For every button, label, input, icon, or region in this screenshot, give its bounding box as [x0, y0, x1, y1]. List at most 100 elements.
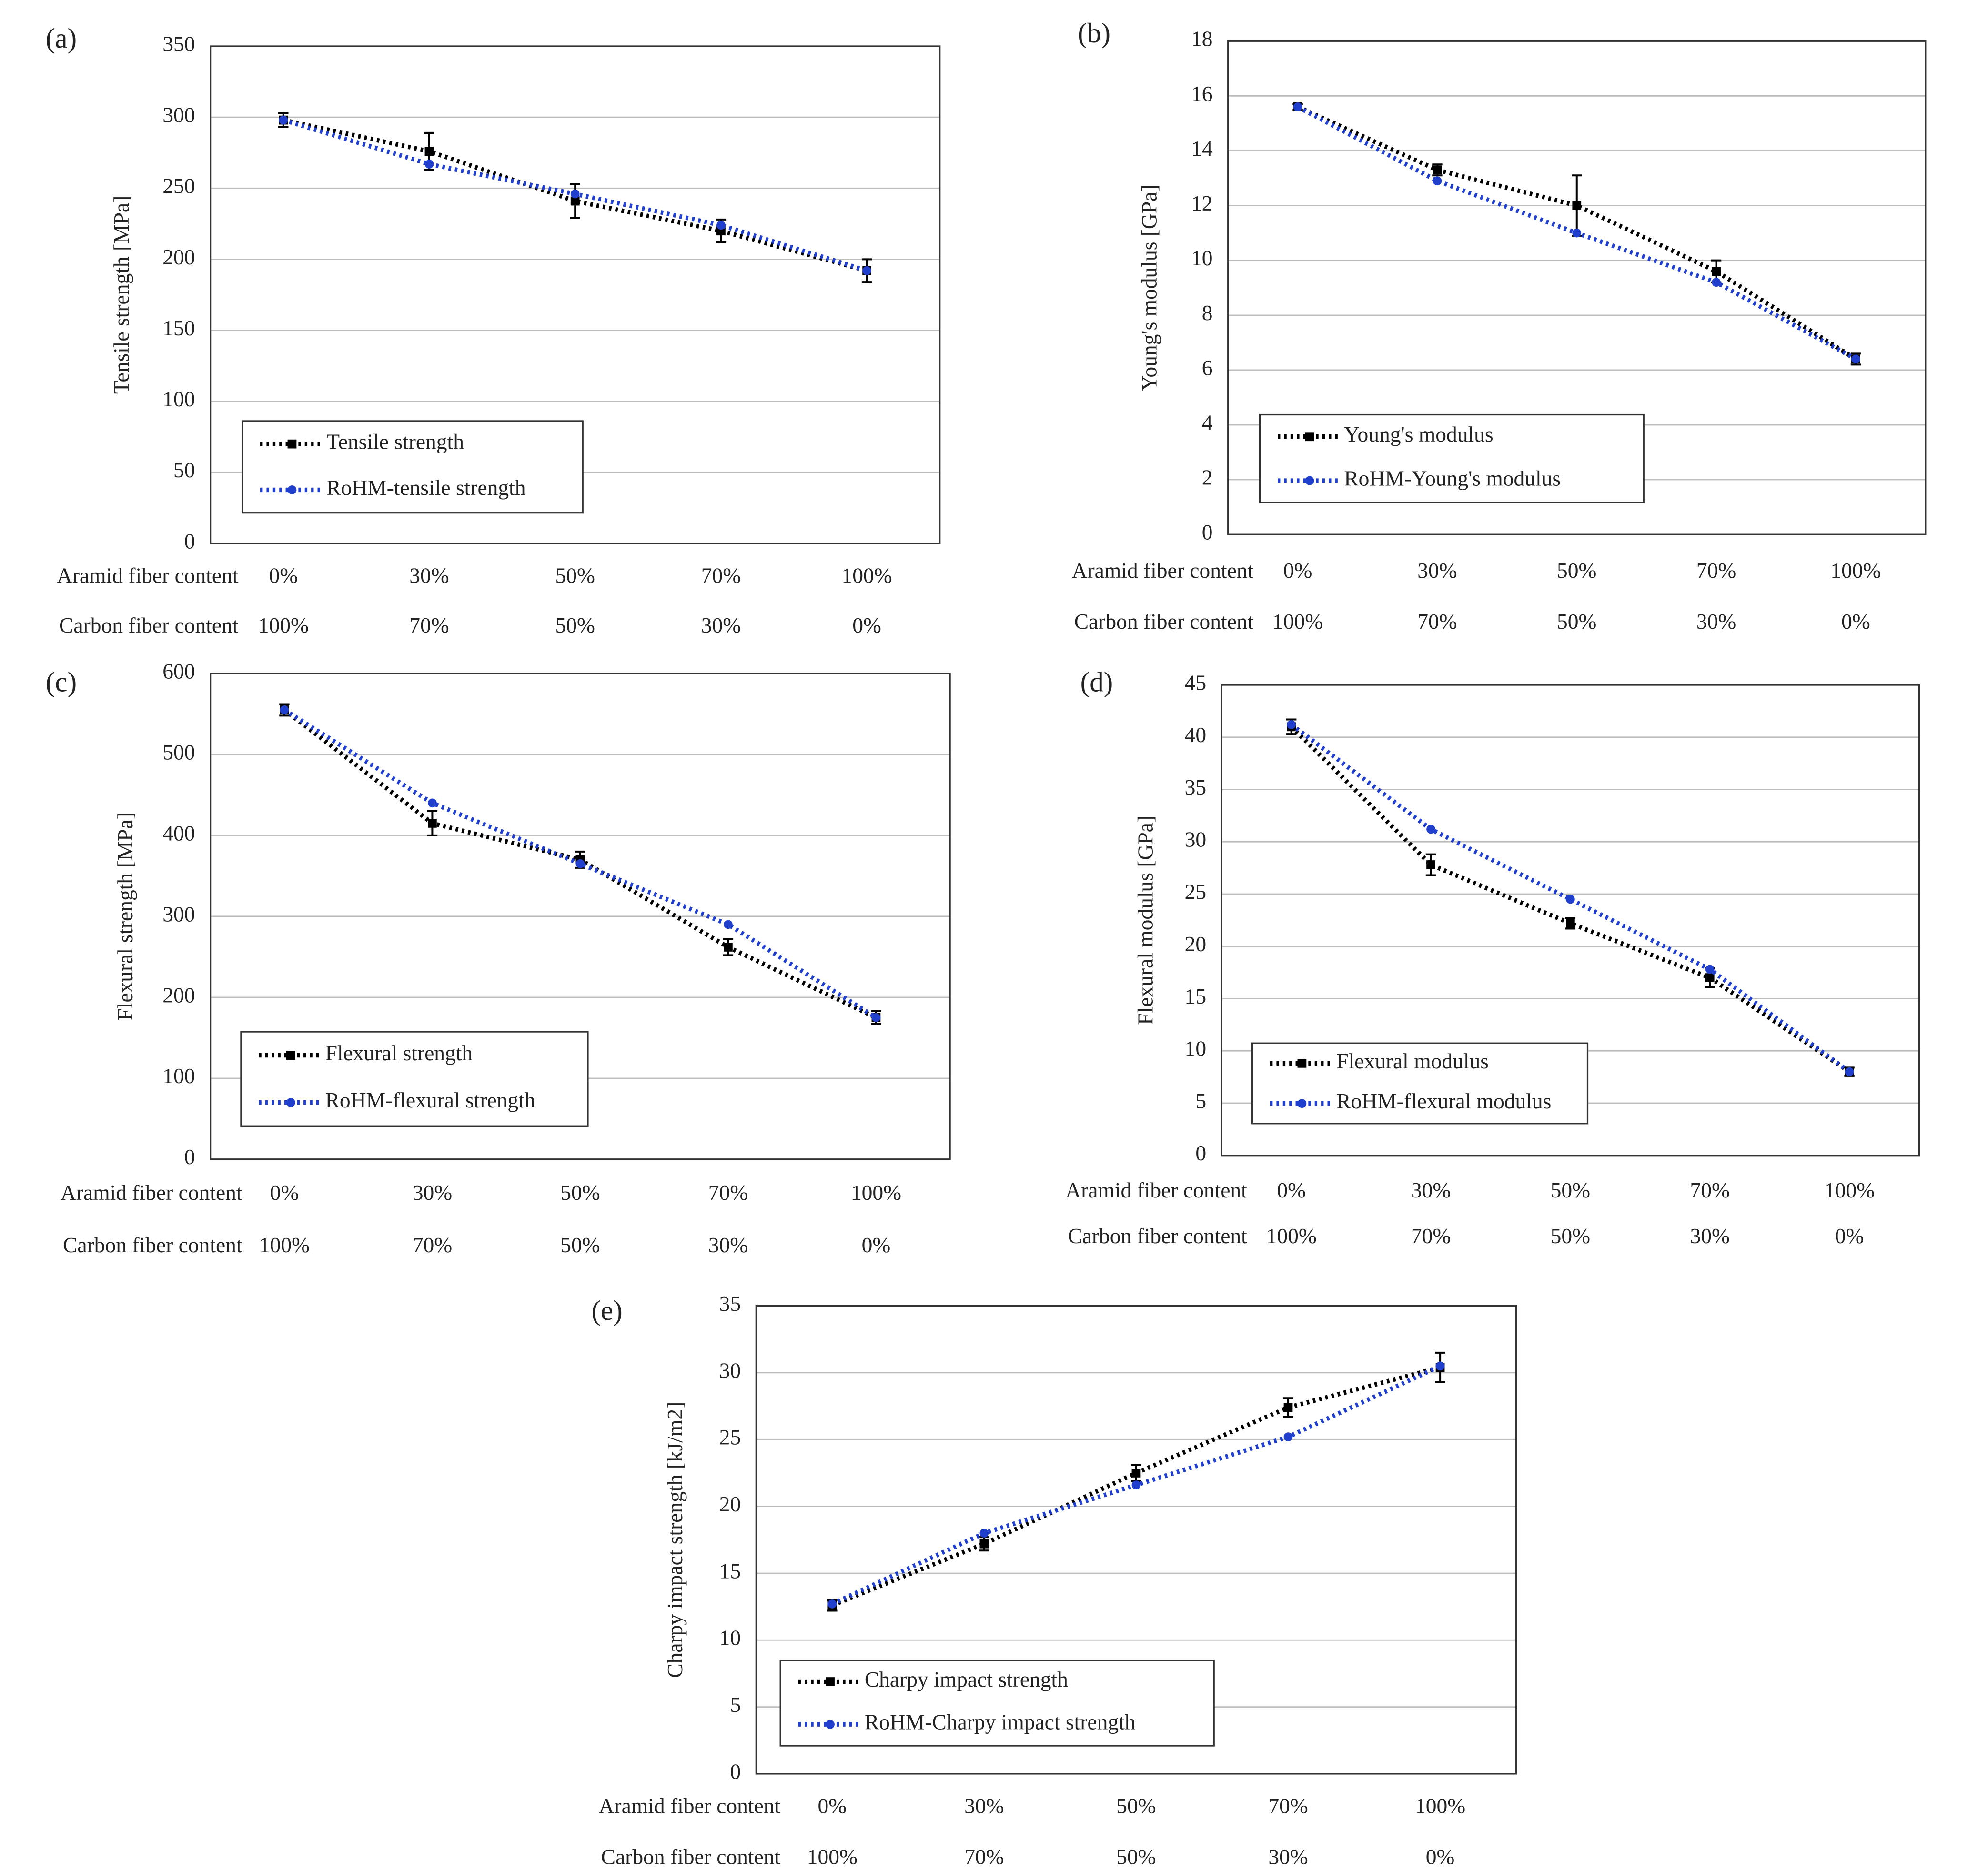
data-point: [871, 1013, 881, 1022]
data-point: [1712, 267, 1721, 276]
y-tick-label: 250: [162, 174, 195, 198]
data-point: [575, 859, 585, 868]
x-tick-label: 100%: [1830, 558, 1881, 583]
legend-marker: [287, 485, 297, 494]
data-point: [1712, 278, 1721, 287]
legend-label: RoHM-tensile strength: [326, 475, 526, 500]
x-tick-label-secondary: 100%: [1272, 609, 1323, 634]
data-point: [1705, 973, 1715, 982]
x-tick-label-secondary: 100%: [259, 1233, 310, 1257]
y-tick-label: 14: [1191, 136, 1213, 161]
y-tick-label: 0: [184, 1145, 195, 1169]
legend-box: [241, 420, 584, 514]
data-point: [1572, 201, 1582, 210]
y-tick-label: 15: [1185, 984, 1207, 1008]
data-point: [279, 115, 288, 125]
data-point: [1283, 1432, 1293, 1442]
x-tick-label-secondary: 70%: [1417, 609, 1457, 634]
data-point: [424, 160, 434, 169]
x-tick-label-secondary: 70%: [409, 613, 449, 637]
x-tick-label: 30%: [964, 1794, 1004, 1818]
y-tick-label: 100: [162, 1064, 195, 1088]
legend-label: RoHM-Charpy impact strength: [865, 1710, 1136, 1734]
legend-label: Charpy impact strength: [865, 1667, 1068, 1691]
legend-label: Flexural modulus: [1336, 1049, 1489, 1073]
data-point: [1566, 919, 1575, 928]
x-tick-label: 70%: [1696, 558, 1736, 583]
data-point: [1572, 228, 1582, 238]
y-tick-label: 2: [1202, 465, 1213, 490]
x-tick-label: 0%: [1283, 558, 1312, 583]
x-tick-label-secondary: 50%: [1116, 1845, 1156, 1869]
y-tick-label: 20: [1185, 932, 1207, 956]
series-line: [283, 708, 878, 1020]
data-point: [1131, 1469, 1141, 1478]
panel-label: (b): [1078, 18, 1110, 49]
data-point: [428, 798, 437, 808]
plot-frame: [210, 673, 951, 1160]
data-point: [1283, 1403, 1293, 1412]
x-tick-label: 50%: [1557, 558, 1596, 583]
y-tick-label: 300: [162, 103, 195, 127]
data-point: [1131, 1480, 1141, 1490]
y-tick-label: 400: [162, 821, 195, 845]
y-tick-label: 8: [1202, 301, 1213, 325]
legend-marker: [287, 439, 297, 449]
chart-panel: (e) 0 5 10 15 20 25 30 35 Charpy impact strength …: [591, 1291, 1517, 1869]
panel-label: (a): [46, 23, 77, 54]
x-tick-label-secondary: 0%: [862, 1233, 891, 1257]
data-point: [724, 943, 733, 952]
data-point: [1426, 860, 1435, 869]
category-row-title: Carbon fiber content: [63, 1233, 242, 1257]
category-row-title: Aramid fiber content: [1072, 558, 1254, 583]
y-tick-label: 35: [1185, 775, 1207, 799]
data-point: [724, 920, 733, 929]
x-tick-label-secondary: 50%: [1551, 1224, 1590, 1248]
x-tick-label: 100%: [1824, 1178, 1875, 1202]
y-tick-label: 40: [1185, 723, 1207, 747]
plot-frame: [1221, 684, 1920, 1157]
x-tick-label-secondary: 50%: [1557, 609, 1596, 634]
x-tick-label-secondary: 100%: [807, 1845, 858, 1869]
data-point: [1435, 1361, 1445, 1371]
data-point: [1433, 176, 1442, 186]
data-point: [716, 221, 726, 230]
x-tick-label: 50%: [1116, 1794, 1156, 1818]
category-row-title: Carbon fiber content: [59, 613, 239, 637]
legend-marker: [1305, 432, 1314, 442]
legend-box: [1259, 413, 1645, 503]
y-tick-label: 25: [1185, 879, 1207, 904]
legend-marker: [1297, 1058, 1307, 1068]
x-tick-label-secondary: 0%: [852, 613, 881, 637]
y-tick-label: 30: [1185, 827, 1207, 852]
x-tick-label: 70%: [1690, 1178, 1730, 1202]
data-point: [979, 1539, 989, 1549]
y-axis-label: Flexural strength [MPa]: [113, 812, 137, 1020]
x-tick-label: 70%: [1268, 1794, 1308, 1818]
x-tick-label: 0%: [270, 1180, 299, 1205]
y-tick-label: 25: [719, 1425, 741, 1449]
y-tick-label: 0: [1195, 1141, 1206, 1165]
legend-marker: [1297, 1099, 1307, 1108]
legend-label: RoHM-Young's modulus: [1344, 466, 1561, 491]
y-tick-label: 200: [162, 983, 195, 1007]
legend-label: Young's modulus: [1344, 422, 1493, 446]
y-tick-label: 4: [1202, 410, 1213, 434]
data-point: [1845, 1067, 1854, 1076]
legend-marker: [1305, 476, 1314, 485]
data-point: [827, 1599, 837, 1609]
y-tick-label: 15: [719, 1559, 741, 1583]
x-tick-label-secondary: 100%: [258, 613, 309, 637]
y-tick-label: 18: [1191, 27, 1213, 51]
y-tick-label: 5: [1195, 1088, 1206, 1113]
y-tick-label: 150: [162, 316, 195, 340]
legend-box: [779, 1660, 1215, 1747]
category-row-title: Aramid fiber content: [599, 1794, 781, 1818]
y-tick-label: 30: [719, 1358, 741, 1382]
x-tick-label: 100%: [842, 563, 892, 588]
data-point: [570, 196, 580, 206]
category-row-title: Carbon fiber content: [1068, 1224, 1247, 1248]
y-tick-label: 0: [184, 529, 195, 553]
chart-panel: (b) 0 2 4 6 8 10 12 14 16 18 Young's modulus [GPa] A…: [1072, 18, 1927, 634]
